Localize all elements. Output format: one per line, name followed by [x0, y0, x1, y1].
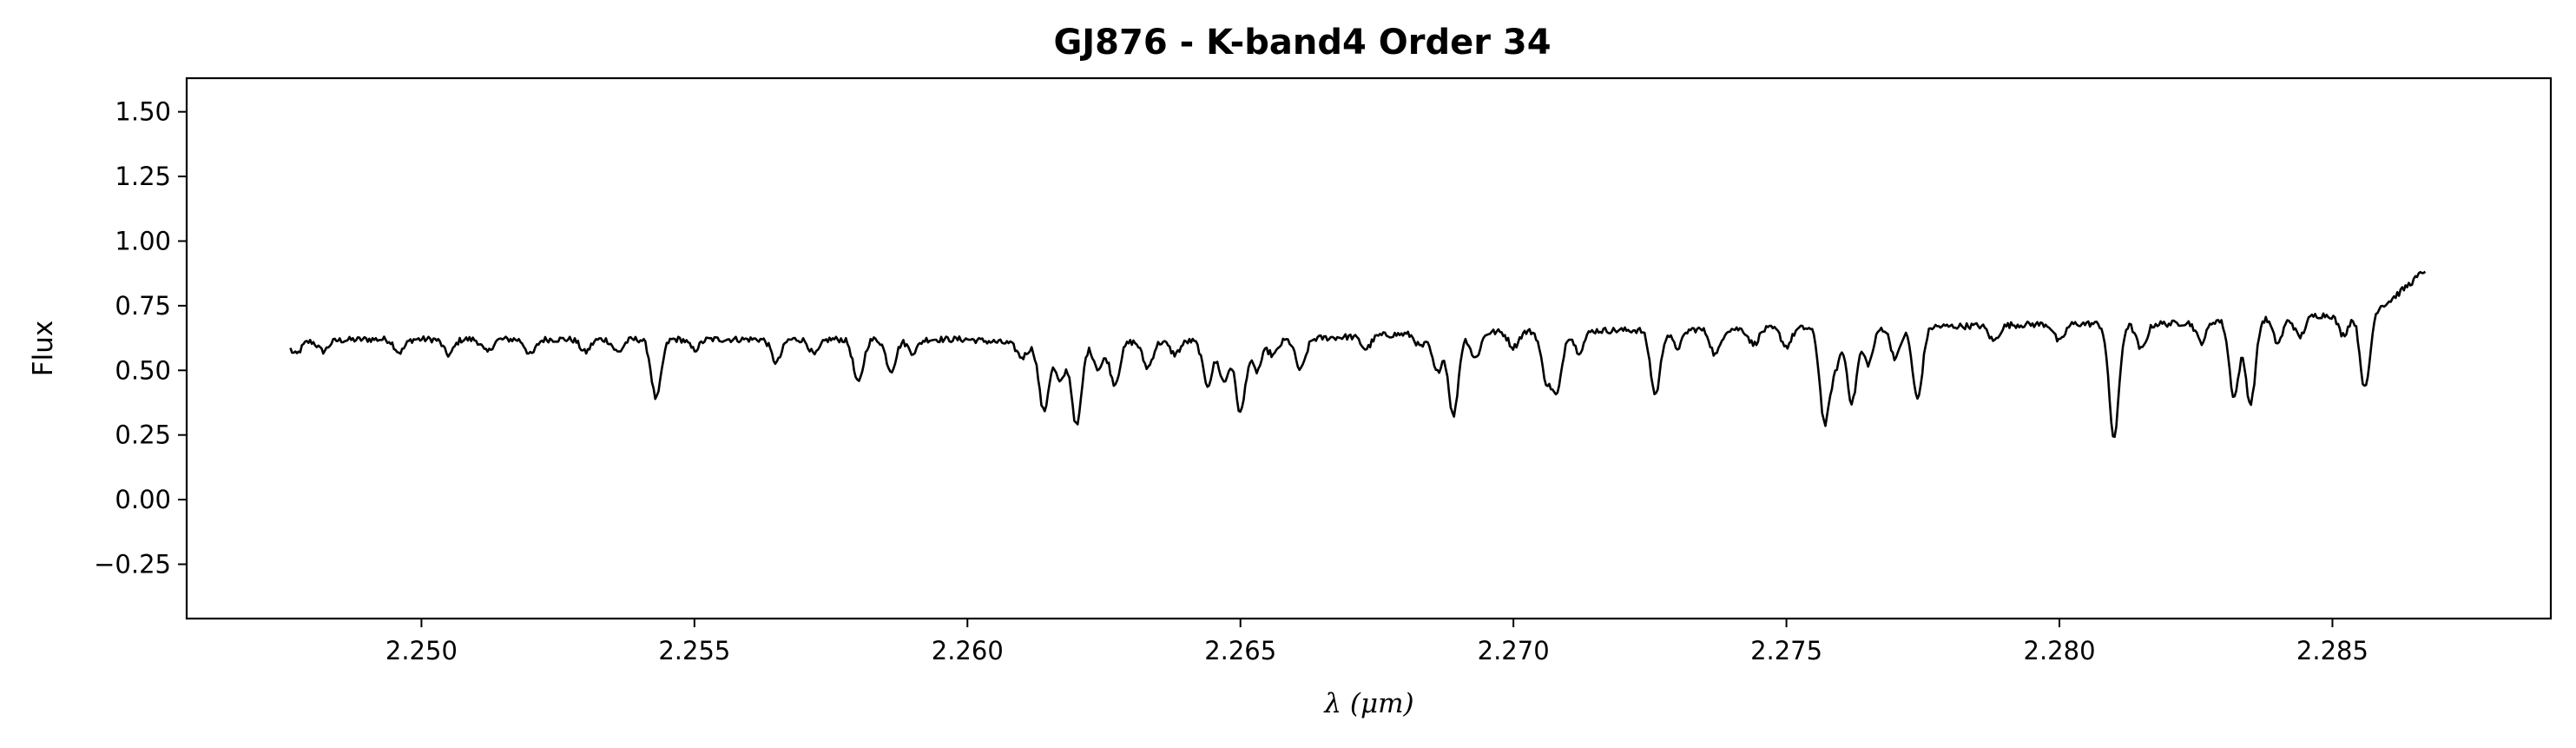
y-tick-label: 1.00 [115, 226, 171, 255]
x-tick-label: 2.260 [932, 636, 1004, 665]
y-tick-label: 1.50 [115, 97, 171, 127]
x-tick-label: 2.275 [1750, 636, 1822, 665]
y-tick-label: 0.25 [115, 420, 171, 450]
y-axis-label: Flux [28, 321, 59, 376]
y-tick-label: −0.25 [94, 550, 171, 579]
y-tick-label: 0.50 [115, 355, 171, 385]
plot-area [185, 76, 2553, 620]
chart-title: GJ876 - K-band4 Order 34 [1053, 23, 1551, 63]
x-tick-label: 2.285 [2296, 636, 2368, 665]
x-tick-label: 2.265 [1204, 636, 1276, 665]
x-axis-label: λ (μm) [1322, 688, 1413, 719]
x-tick-label: 2.280 [2024, 636, 2096, 665]
y-tick-label: 0.00 [115, 485, 171, 514]
plot-frame [185, 76, 2553, 620]
x-axis: 2.250 2.255 2.260 2.265 2.270 2.275 2.280 2.285 [385, 619, 2368, 665]
y-tick-label: 1.25 [115, 162, 171, 191]
x-tick-label: 2.255 [658, 636, 730, 665]
y-tick-label: 0.75 [115, 291, 171, 321]
spectrum-line [289, 270, 2427, 439]
y-axis: −0.25 0.00 0.25 0.50 0.75 1.00 1.25 1.50 [94, 97, 187, 579]
x-tick-label: 2.270 [1478, 636, 1550, 665]
x-tick-label: 2.250 [385, 636, 458, 665]
